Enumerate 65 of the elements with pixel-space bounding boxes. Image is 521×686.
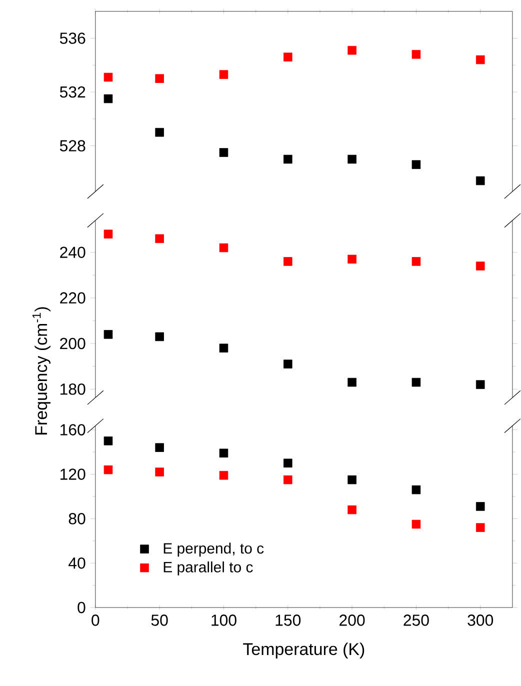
point (155, 332, 164, 342)
x-tick-label: 250 (404, 614, 430, 626)
x-axis-title: Temperature (K) (243, 642, 364, 658)
point (284, 154, 292, 164)
point (104, 230, 113, 238)
point (476, 176, 485, 186)
x-tick-label: 300 (468, 614, 494, 626)
point (284, 257, 292, 266)
point (412, 160, 421, 169)
point (104, 72, 113, 82)
point (348, 46, 357, 55)
point (476, 502, 485, 511)
legend-label: E parallel to c (164, 561, 253, 576)
y-tick-label: 80 (68, 513, 86, 524)
point (155, 74, 164, 83)
legend-label: E perpend, to c (164, 542, 264, 557)
y-tick-label: 532 (60, 86, 86, 98)
point (412, 50, 421, 59)
point (284, 475, 292, 484)
point (284, 360, 292, 368)
point (412, 520, 421, 529)
point (219, 448, 228, 458)
y-tick-label: 200 (60, 338, 86, 350)
point (219, 70, 228, 79)
point (104, 436, 113, 446)
point (155, 468, 164, 476)
point (284, 52, 292, 62)
y-axis-title: Frequency (cm$^{-1}$) (32, 307, 51, 434)
y-tick-label: 160 (60, 424, 86, 436)
point (348, 505, 357, 514)
y-tick-label: 40 (68, 557, 86, 569)
point (412, 257, 421, 266)
y-tick-label: 528 (60, 140, 86, 152)
point (348, 154, 357, 164)
y-tick-label: 0 (78, 602, 86, 614)
point (219, 344, 228, 352)
point (412, 378, 421, 387)
x-tick-label: 50 (151, 614, 168, 626)
y-tick-label: 220 (60, 292, 86, 304)
point (348, 475, 357, 484)
point (104, 94, 113, 104)
point (284, 458, 292, 468)
point (155, 443, 164, 452)
point (155, 128, 164, 137)
point (476, 380, 485, 389)
point (155, 234, 164, 244)
x-tick-label: 0 (92, 614, 100, 626)
point (476, 523, 485, 532)
point (219, 148, 228, 157)
point (476, 55, 485, 64)
y-tick-label: 240 (60, 246, 86, 258)
point (219, 470, 228, 480)
x-tick-label: 100 (212, 614, 237, 626)
point (476, 262, 485, 270)
point (348, 378, 357, 387)
point (348, 254, 357, 264)
y-tick-label: 120 (60, 468, 86, 480)
y-tick-label: 536 (60, 32, 86, 44)
point (219, 243, 228, 252)
point (412, 485, 421, 494)
point (104, 465, 113, 474)
point (104, 330, 113, 339)
y-tick-label: 180 (60, 383, 86, 395)
x-tick-label: 150 (276, 614, 301, 626)
x-tick-label: 200 (340, 614, 365, 626)
